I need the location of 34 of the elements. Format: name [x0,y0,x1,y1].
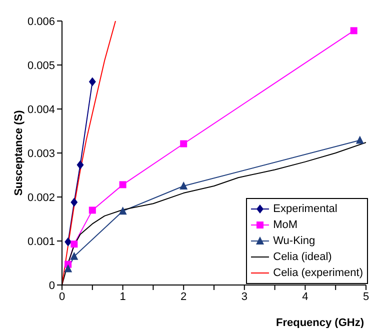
legend-label: Wu-King [273,235,316,247]
legend-label: MoM [273,219,298,231]
y-tick-label: 0 [48,280,55,292]
point [70,252,78,260]
x-tick-label: 1 [120,290,126,303]
point [70,198,78,207]
x-tick-label: 4 [302,290,308,303]
point [64,264,72,272]
y-tick-label: 0.001 [27,236,55,248]
point [118,206,127,215]
point [119,181,126,188]
y-tick-label: 0.006 [27,16,55,28]
point [76,160,84,170]
x-axis-title: Frequency (GHz) [276,317,364,329]
legend-label: Experimental [273,203,338,215]
x-tick-label: 2 [180,290,187,303]
point [356,136,364,144]
point [70,240,78,248]
y-tick-label: 0.003 [27,148,55,160]
y-tick-label: 0.002 [27,192,55,204]
point [350,27,358,34]
legend-label: Celia (ideal) [273,251,332,263]
y-axis-title: Susceptance (S) [12,110,25,196]
point [88,77,96,86]
point [88,206,96,214]
x-tick-label: 5 [362,290,370,303]
point [180,140,188,148]
point [64,237,72,246]
point [180,182,188,190]
y-tick-label: 0.005 [27,60,55,72]
y-tick-label: 0.004 [27,104,55,116]
x-tick-label: 3 [241,290,248,303]
legend-label: Celia (experiment) [273,267,363,279]
x-tick-label: 0 [58,290,66,303]
